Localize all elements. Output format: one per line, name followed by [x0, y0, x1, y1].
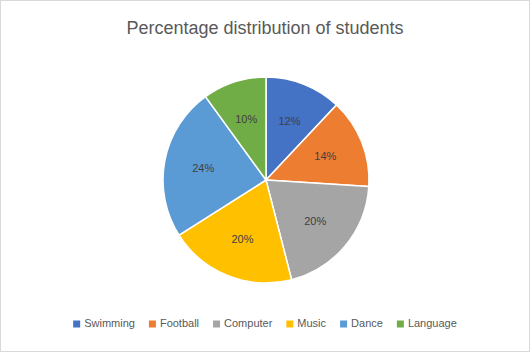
legend-label: Swimming	[84, 317, 135, 329]
legend-swatch	[397, 321, 404, 328]
data-label: 20%	[231, 233, 253, 245]
pie-slice	[205, 77, 266, 180]
data-label: 12%	[278, 115, 300, 127]
legend-swatch	[340, 321, 347, 328]
legend-label: Football	[160, 317, 199, 329]
data-label: 24%	[192, 162, 214, 174]
legend-swatch	[213, 321, 220, 328]
legend-label: Language	[408, 317, 457, 329]
data-label: 14%	[314, 150, 336, 162]
legend-label: Computer	[224, 317, 273, 329]
data-label: 20%	[304, 215, 326, 227]
chart-frame	[1, 1, 530, 352]
chart: Percentage distribution of students 12% 14…	[0, 0, 530, 352]
pie	[163, 77, 369, 283]
legend-item: Language	[397, 317, 457, 329]
legend-item: Computer	[213, 317, 273, 329]
data-label: 10%	[235, 113, 257, 125]
legend-item: Music	[286, 317, 326, 329]
legend-item: Dance	[340, 317, 383, 329]
legend-item: Swimming	[73, 317, 135, 329]
chart-title: Percentage distribution of students	[126, 18, 403, 38]
pie-slice	[266, 105, 369, 187]
legend-label: Dance	[351, 317, 383, 329]
legend-swatch	[149, 321, 156, 328]
data-labels: 12% 14% 20% 20% 24% 10%	[192, 113, 336, 245]
legend-item: Football	[149, 317, 199, 329]
pie-slice	[163, 97, 266, 236]
legend-swatch	[286, 321, 293, 328]
legend-label: Music	[297, 317, 326, 329]
legend: Swimming Football Computer Music Dance Langua…	[73, 317, 457, 329]
legend-swatch	[73, 321, 80, 328]
